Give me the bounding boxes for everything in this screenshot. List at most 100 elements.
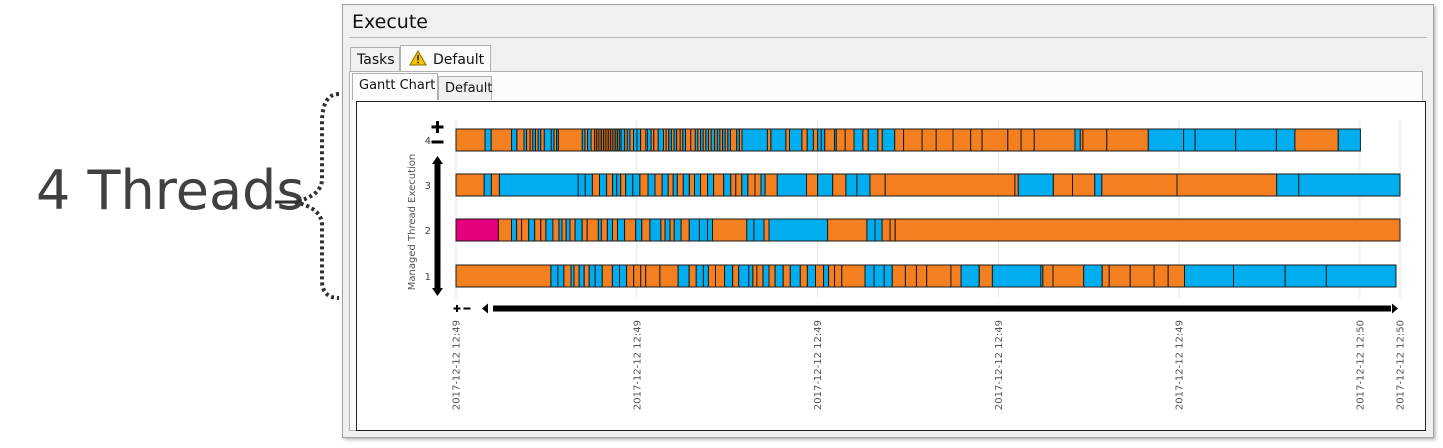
gantt-bar-thread-3[interactable] [1052, 173, 1074, 197]
gantt-bar-thread-1[interactable] [601, 264, 613, 288]
gantt-bar-thread-1[interactable] [789, 264, 801, 288]
gantt-bar-thread-4[interactable] [812, 128, 819, 152]
gantt-bar-thread-3[interactable] [1298, 173, 1401, 197]
gantt-bar-thread-4[interactable] [970, 128, 983, 152]
gantt-bar-thread-3[interactable] [455, 173, 485, 197]
gantt-bar-thread-2[interactable] [894, 218, 1401, 242]
gantt-bar-thread-4[interactable] [853, 128, 864, 152]
gantt-bar-thread-2[interactable] [497, 218, 512, 242]
gantt-bar-thread-4[interactable] [526, 128, 531, 152]
gantt-bar-thread-3[interactable] [713, 173, 725, 197]
gantt-bar-thread-4[interactable] [1007, 128, 1022, 152]
gantt-bar-thread-3[interactable] [498, 173, 579, 197]
gantt-bar-thread-3[interactable] [682, 173, 690, 197]
gantt-bar-thread-4[interactable] [785, 128, 790, 152]
horizontal-scrollbar[interactable] [482, 303, 1398, 314]
gantt-bar-thread-1[interactable] [588, 264, 596, 288]
gantt-bar-thread-1[interactable] [1325, 264, 1397, 288]
gantt-bar-thread-4[interactable] [455, 128, 486, 152]
gantt-bar-thread-4[interactable] [1082, 128, 1108, 152]
gantt-bar-thread-4[interactable] [935, 128, 954, 152]
gantt-bar-thread-4[interactable] [653, 128, 659, 152]
gantt-bar-thread-2[interactable] [565, 218, 571, 242]
gantt-bar-thread-1[interactable] [619, 264, 628, 288]
gantt-bar-thread-3[interactable] [845, 173, 858, 197]
gantt-bar-thread-4[interactable] [881, 128, 896, 152]
gantt-bar-thread-1[interactable] [1184, 264, 1234, 288]
gantt-bar-thread-4[interactable] [557, 128, 583, 152]
gantt-bar-thread-1[interactable] [978, 264, 993, 288]
gantt-bar-thread-1[interactable] [774, 264, 784, 288]
gantt-bar-thread-1[interactable] [702, 264, 709, 288]
gantt-bar-thread-3[interactable] [700, 173, 709, 197]
gantt-bar-thread-3[interactable] [688, 173, 695, 197]
gantt-bar-thread-2[interactable] [516, 218, 523, 242]
gantt-bar-thread-2[interactable] [688, 218, 700, 242]
gantt-bar-thread-3[interactable] [776, 173, 808, 197]
gantt-bar-thread-3[interactable] [1014, 173, 1019, 197]
gantt-bar-thread-4[interactable] [766, 128, 772, 152]
tab-inner-default[interactable]: Default [438, 76, 493, 100]
gantt-bar-thread-4[interactable] [543, 128, 552, 152]
gantt-bar-thread-2[interactable] [827, 218, 868, 242]
gantt-bar-thread-1[interactable] [828, 264, 836, 288]
gantt-bar-thread-2[interactable] [881, 218, 891, 242]
vertical-scrollbar[interactable] [432, 156, 443, 296]
gantt-bar-thread-1[interactable] [626, 264, 635, 288]
gantt-bar-thread-1[interactable] [926, 264, 952, 288]
tab-default[interactable]: Default [400, 45, 491, 72]
gantt-bar-thread-3[interactable] [591, 173, 600, 197]
gantt-bar-thread-1[interactable] [1101, 264, 1110, 288]
gantt-bar-thread-4[interactable] [903, 128, 923, 152]
tab-tasks[interactable]: Tasks [350, 47, 400, 72]
gantt-bar-thread-2[interactable] [874, 218, 883, 242]
gantt-bar-thread-1[interactable] [557, 264, 565, 288]
gantt-bar-thread-3[interactable] [764, 173, 778, 197]
gantt-bar-thread-3[interactable] [741, 173, 749, 197]
gantt-bar-thread-4[interactable] [820, 128, 826, 152]
gantt-bar-thread-4[interactable] [730, 128, 738, 152]
gantt-bar-thread-4[interactable] [484, 128, 492, 152]
gantt-bar-thread-3[interactable] [667, 173, 674, 197]
gantt-bar-thread-1[interactable] [891, 264, 906, 288]
gantt-bar-thread-1[interactable] [455, 264, 552, 288]
gantt-bar-thread-4[interactable] [636, 128, 642, 152]
gantt-bar-thread-4[interactable] [806, 128, 814, 152]
gantt-bar-thread-1[interactable] [815, 264, 825, 288]
gantt-bar-thread-4[interactable] [685, 128, 692, 152]
gantt-bar-thread-1[interactable] [873, 264, 885, 288]
gantt-bar-thread-4[interactable] [877, 128, 883, 152]
gantt-bar-thread-3[interactable] [869, 173, 886, 197]
gantt-bar-thread-1[interactable] [991, 264, 1042, 288]
gantt-bar-thread-2[interactable] [617, 218, 626, 242]
gantt-bar-thread-2[interactable] [574, 218, 583, 242]
gantt-bar-thread-2[interactable] [768, 218, 828, 242]
gantt-bar-thread-1[interactable] [799, 264, 808, 288]
gantt-bar-thread-4[interactable] [817, 128, 822, 152]
gantt-bar-thread-3[interactable] [654, 173, 663, 197]
zoom-out-icon[interactable] [431, 140, 444, 144]
gantt-bar-thread-1[interactable] [960, 264, 980, 288]
gantt-bar-thread-1[interactable] [1233, 264, 1286, 288]
gantt-bar-thread-2[interactable] [673, 218, 682, 242]
gantt-bar-thread-4[interactable] [657, 128, 665, 152]
gantt-bar-thread-4[interactable] [835, 128, 846, 152]
gantt-bar-thread-4[interactable] [1235, 128, 1277, 152]
gantt-bar-thread-1[interactable] [916, 264, 928, 288]
gantt-bar-thread-2[interactable] [698, 218, 708, 242]
gantt-bar-thread-4[interactable] [629, 128, 634, 152]
gantt-bar-thread-3[interactable] [806, 173, 818, 197]
gantt-bar-thread-4[interactable] [894, 128, 905, 152]
gantt-bar-thread-3[interactable] [672, 173, 678, 197]
gantt-bar-thread-2[interactable] [569, 218, 576, 242]
gantt-bar-thread-3[interactable] [661, 173, 669, 197]
gantt-bar-thread-4[interactable] [867, 128, 879, 152]
gantt-bar-thread-1[interactable] [715, 264, 726, 288]
gantt-bar-thread-3[interactable] [1101, 173, 1178, 197]
gantt-bar-thread-2[interactable] [664, 218, 671, 242]
gantt-bar-thread-3[interactable] [747, 173, 756, 197]
gantt-bar-thread-3[interactable] [735, 173, 743, 197]
gantt-bar-thread-4[interactable] [1337, 128, 1361, 152]
gantt-bar-thread-2[interactable] [660, 218, 666, 242]
gantt-bar-thread-4[interactable] [1294, 128, 1339, 152]
